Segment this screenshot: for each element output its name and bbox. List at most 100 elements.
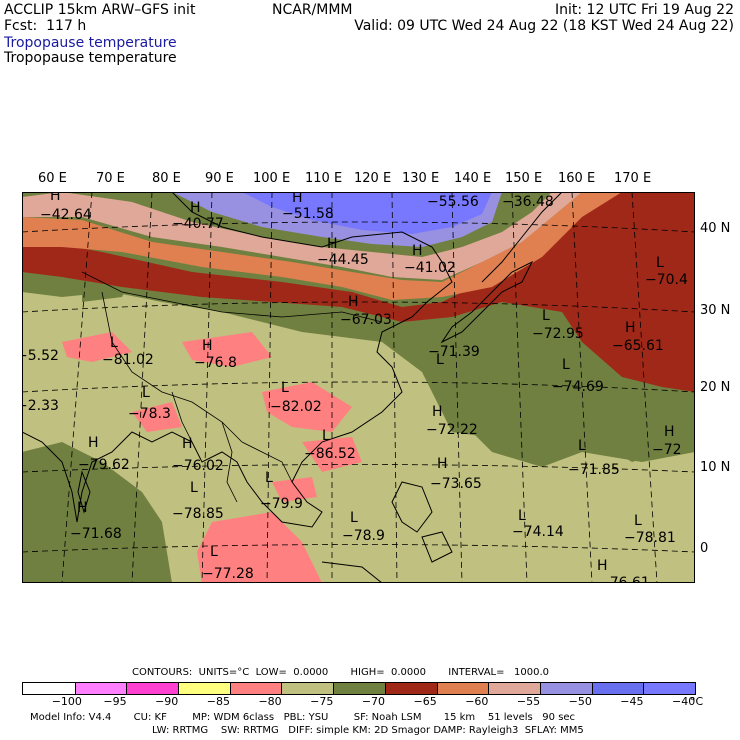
lon-label: 90 E bbox=[205, 171, 234, 186]
graticule bbox=[22, 192, 695, 583]
lat-label: 10 N bbox=[700, 460, 731, 475]
lat-label: 40 N bbox=[700, 221, 731, 236]
extremum-marker: L bbox=[350, 510, 358, 526]
colorbar-tick-label: −100 bbox=[51, 695, 82, 708]
extremum-marker: L bbox=[110, 335, 118, 351]
extremum-marker: H bbox=[432, 404, 443, 420]
field-name-contour: Tropopause temperature bbox=[4, 50, 177, 66]
shade-minus80-spot bbox=[132, 402, 182, 432]
shade-minus80-spot bbox=[182, 332, 272, 367]
extremum-marker: L bbox=[518, 508, 526, 524]
extremum-marker: L bbox=[142, 385, 150, 401]
extremum-marker: H bbox=[327, 236, 338, 252]
colorbar-swatch bbox=[178, 683, 230, 694]
colorbar-tick-label: −90 bbox=[155, 695, 179, 708]
extremum-value: −74.69 bbox=[552, 379, 604, 395]
extremum-marker: L bbox=[265, 470, 273, 486]
extremum-value: −78.3 bbox=[128, 406, 171, 422]
coastlines bbox=[22, 192, 563, 583]
extremum-value: −71.39 bbox=[428, 344, 480, 360]
extremum-value: −77.28 bbox=[202, 566, 254, 582]
lon-label: 120 E bbox=[354, 171, 392, 186]
colorbar-swatch bbox=[333, 683, 385, 694]
shade-minus80-spot bbox=[197, 512, 322, 583]
colorbar-unit: °C bbox=[690, 695, 704, 708]
tropopause-temperature-map: H −42.64 H −40.77 H −51.58 −55.56 −36.48… bbox=[22, 192, 695, 583]
lon-label: 60 E bbox=[38, 171, 67, 186]
extremum-marker: L bbox=[190, 480, 198, 496]
country-borders bbox=[81, 271, 383, 503]
colorbar-tick-label: −55 bbox=[516, 695, 541, 708]
extremum-marker: H bbox=[190, 200, 201, 216]
extremum-marker: H bbox=[348, 294, 359, 310]
colorbar-tick-label: −65 bbox=[413, 695, 437, 708]
extrema-labels: H −42.64 H −40.77 H −51.58 −55.56 −36.48… bbox=[22, 192, 688, 583]
extremum-value: −51.58 bbox=[282, 206, 334, 222]
extremum-value: −2.33 bbox=[22, 398, 59, 414]
lat-label: 20 N bbox=[700, 380, 731, 395]
lon-label: 110 E bbox=[305, 171, 343, 186]
extremum-value: −76.61 bbox=[598, 575, 650, 583]
extremum-value: −78.9 bbox=[342, 528, 385, 544]
colorbar-swatch bbox=[384, 683, 437, 694]
lon-label: 80 E bbox=[152, 171, 181, 186]
extremum-value: −72.95 bbox=[532, 326, 584, 342]
extremum-marker: H bbox=[664, 424, 675, 440]
forecast-hour: Fcst: 117 h bbox=[4, 18, 87, 34]
extremum-value: −72 bbox=[652, 442, 682, 458]
extremum-value: −76.8 bbox=[194, 355, 237, 371]
colorbar-swatch bbox=[591, 683, 644, 694]
extremum-value: −82.02 bbox=[270, 399, 322, 415]
extremum-value: −71.85 bbox=[568, 462, 620, 478]
lon-label: 100 E bbox=[253, 171, 291, 186]
valid-time: Valid: 09 UTC Wed 24 Aug 22 (18 KST Wed … bbox=[354, 18, 734, 34]
model-info: Model Info: V4.4 CU: KF MP: WDM 6class P… bbox=[30, 712, 576, 723]
extremum-marker: L bbox=[542, 308, 550, 324]
shade-minus80-spot bbox=[272, 477, 317, 502]
extremum-value: −65.61 bbox=[612, 338, 664, 354]
organization: NCAR/MMM bbox=[272, 2, 353, 18]
field-name-shaded: Tropopause temperature bbox=[4, 35, 177, 51]
colorbar-tick-label: −70 bbox=[361, 695, 386, 708]
colorbar-swatch bbox=[74, 683, 127, 694]
extremum-marker: H bbox=[50, 192, 61, 204]
extremum-marker: H bbox=[88, 435, 99, 451]
extremum-marker: L bbox=[562, 357, 570, 373]
extremum-value: −79.62 bbox=[78, 457, 130, 473]
extremum-marker: H bbox=[292, 192, 303, 206]
lon-label: 140 E bbox=[454, 171, 492, 186]
lat-label: 0 bbox=[700, 541, 709, 556]
extremum-value: −40.77 bbox=[172, 216, 224, 232]
colorbar-swatch bbox=[23, 683, 75, 694]
colorbar-tick-label: −80 bbox=[258, 695, 282, 708]
extremum-value: −55.56 bbox=[427, 194, 479, 210]
colorbar-tick-label: −75 bbox=[310, 695, 334, 708]
colorbar-swatch bbox=[229, 683, 282, 694]
extremum-value: −79.9 bbox=[260, 496, 303, 512]
extremum-marker: L bbox=[578, 438, 586, 454]
init-time: Init: 12 UTC Fri 19 Aug 22 bbox=[554, 2, 734, 18]
lat-label: 30 N bbox=[700, 303, 731, 318]
shade-minus55-minus50 bbox=[22, 192, 582, 280]
extremum-value: −81.02 bbox=[102, 352, 154, 368]
colorbar bbox=[22, 682, 696, 695]
extremum-marker: H bbox=[77, 500, 88, 516]
extremum-marker: H bbox=[625, 320, 636, 336]
colorbar-swatch bbox=[281, 683, 334, 694]
extremum-value: −86.52 bbox=[304, 446, 356, 462]
extremum-marker: H bbox=[182, 436, 193, 452]
contour-info: CONTOURS: UNITS=°C LOW= 0.0000 HIGH= 0.0… bbox=[132, 667, 550, 678]
shade-minus65-minus60 bbox=[22, 192, 695, 392]
extremum-value: −78.85 bbox=[172, 506, 224, 522]
colorbar-tick-label: −45 bbox=[620, 695, 644, 708]
extremum-marker: L bbox=[634, 513, 642, 529]
colorbar-tick-label: −50 bbox=[568, 695, 592, 708]
extremum-value: −74.14 bbox=[512, 524, 564, 540]
extremum-value: −42.64 bbox=[40, 207, 92, 223]
colorbar-swatch bbox=[539, 683, 592, 694]
colorbar-tick-label: −85 bbox=[206, 695, 230, 708]
extremum-value: −70.4 bbox=[645, 272, 688, 288]
extremum-value: −67.03 bbox=[340, 312, 392, 328]
extremum-marker: H bbox=[437, 456, 448, 472]
extremum-value: −71.68 bbox=[70, 526, 122, 542]
